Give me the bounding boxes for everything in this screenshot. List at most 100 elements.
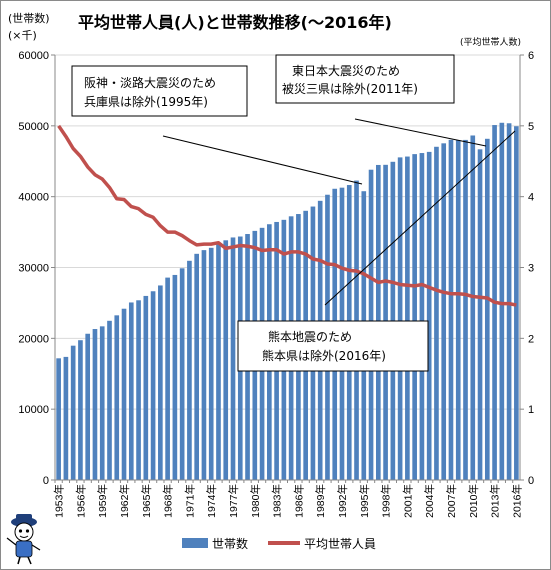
bar-1970 [179, 268, 185, 480]
bar-1962 [121, 308, 127, 480]
bar-2005 [434, 146, 439, 480]
bar-2015 [506, 123, 512, 481]
legend-swatch-households [182, 538, 208, 548]
annotation-2011: 東日本大震災のため 被災三県は除外(2011年) [275, 54, 455, 104]
bar-2007 [448, 139, 454, 480]
y-left-tick-label: 30000 [18, 263, 49, 275]
bar-2014 [499, 122, 505, 480]
bar-1954 [63, 356, 69, 480]
x-tick-label: 1974年 [205, 484, 218, 518]
bar-1956 [78, 340, 83, 480]
bar-2006 [441, 143, 447, 480]
annotation-text: 熊本県は除外(2016年) [262, 348, 386, 363]
annotation-2016: 熊本地震のため 熊本県は除外(2016年) [237, 320, 429, 372]
x-tick-label: 1968年 [162, 484, 175, 518]
y-right-tick-label: 4 [528, 192, 534, 204]
bar-1965 [143, 295, 149, 480]
x-tick-label: 1983年 [271, 484, 284, 518]
x-tick-label: 1962年 [118, 484, 131, 518]
x-tick-label: 1971年 [183, 484, 196, 518]
y-right-tick-label: 0 [528, 475, 534, 487]
bar-1976 [223, 240, 229, 480]
x-tick-label: 2013年 [489, 484, 502, 518]
bar-1961 [114, 315, 120, 480]
x-tick-label: 1992年 [336, 484, 349, 518]
bar-1953 [56, 358, 61, 480]
annotation-pointer-2011 [354, 118, 487, 147]
annotation-text: 阪神・淡路大震災のため [84, 75, 216, 90]
y-left-unit-line1: (世帯数) [8, 12, 50, 25]
y-right-tick-label: 2 [528, 333, 534, 345]
y-left-tick-label: 50000 [18, 121, 49, 133]
bar-2008 [455, 140, 461, 481]
y-left-unit-line2: (×千) [8, 29, 37, 42]
bar-2004 [426, 151, 432, 480]
x-tick-label: 1980年 [249, 484, 262, 518]
legend-label-avg: 平均世帯人員 [304, 537, 376, 551]
legend-label-households: 世帯数 [212, 536, 248, 551]
y-right-ticks: 0 1 2 3 4 5 6 [520, 50, 534, 487]
y-left-tick-label: 60000 [18, 50, 49, 62]
y-right-tick-label: 5 [528, 121, 534, 133]
bar-1955 [70, 345, 76, 480]
bar-1966 [150, 291, 156, 480]
y-right-tick-label: 1 [528, 404, 534, 416]
bar-1971 [187, 260, 192, 480]
x-tick-label: 1956年 [74, 484, 87, 518]
x-tick-label: 1977年 [227, 484, 240, 518]
y-right-tick-label: 3 [528, 263, 534, 275]
bar-1964 [136, 300, 141, 480]
bar-2016 [514, 126, 519, 481]
legend: 世帯数 平均世帯人員 [182, 536, 376, 551]
bar-2012 [484, 138, 490, 480]
bar-1968 [165, 277, 170, 480]
annotation-1995: 阪神・淡路大震災のため 兵庫県は除外(1995年) [71, 65, 248, 117]
x-tick-label: 1989年 [314, 484, 327, 518]
x-ticks: 1953年 1956年 1959年 1962年 1965年 1968年 1971年 1974年… [53, 480, 523, 518]
x-tick-label: 1995年 [358, 484, 371, 518]
y-left-tick-label: 10000 [18, 404, 49, 416]
x-tick-label: 1959年 [96, 484, 109, 518]
annotation-box [275, 54, 455, 104]
x-tick-label: 2016年 [510, 484, 523, 518]
bar-2009 [463, 139, 468, 481]
avg-household-line [57, 124, 517, 307]
bar-1969 [172, 274, 178, 480]
bar-1973 [201, 250, 207, 480]
x-tick-label: 2007年 [445, 484, 458, 518]
y-right-tick-label: 6 [528, 50, 534, 62]
bar-1974 [208, 247, 214, 480]
bar-2003 [419, 153, 425, 481]
x-tick-label: 1998年 [380, 484, 393, 518]
x-tick-label: 2010年 [467, 484, 480, 518]
bar-1959 [99, 326, 105, 480]
annotation-text: 兵庫県は除外(1995年) [84, 94, 208, 109]
bar-1960 [107, 320, 112, 480]
bar-2011 [477, 149, 483, 481]
bar-2010 [470, 135, 476, 480]
annotation-text: 被災三県は除外(2011年) [282, 81, 418, 96]
x-tick-label: 2001年 [401, 484, 414, 518]
y-left-tick-label: 20000 [18, 333, 49, 345]
x-tick-label: 2004年 [423, 484, 436, 518]
y-left-tick-label: 40000 [18, 192, 49, 204]
annotation-text: 東日本大震災のため [292, 64, 400, 78]
x-tick-label: 1986年 [292, 484, 305, 518]
x-tick-label: 1965年 [140, 484, 153, 518]
bar-1957 [85, 333, 91, 480]
bar-1963 [128, 302, 134, 480]
bar-1972 [194, 253, 200, 480]
annotation-box [71, 65, 248, 117]
bar-1975 [216, 244, 221, 480]
y-left-tick-label: 0 [43, 475, 49, 487]
bar-1967 [158, 285, 163, 480]
bar-2001 [405, 156, 410, 480]
y-right-unit: (平均世帯人数) [460, 36, 521, 48]
mascot-logo [6, 514, 41, 565]
household-bars [56, 122, 519, 481]
x-tick-label: 1953年 [53, 484, 66, 518]
bar-1977 [230, 237, 236, 480]
avg-line-group [57, 124, 517, 307]
bar-2002 [412, 154, 417, 481]
